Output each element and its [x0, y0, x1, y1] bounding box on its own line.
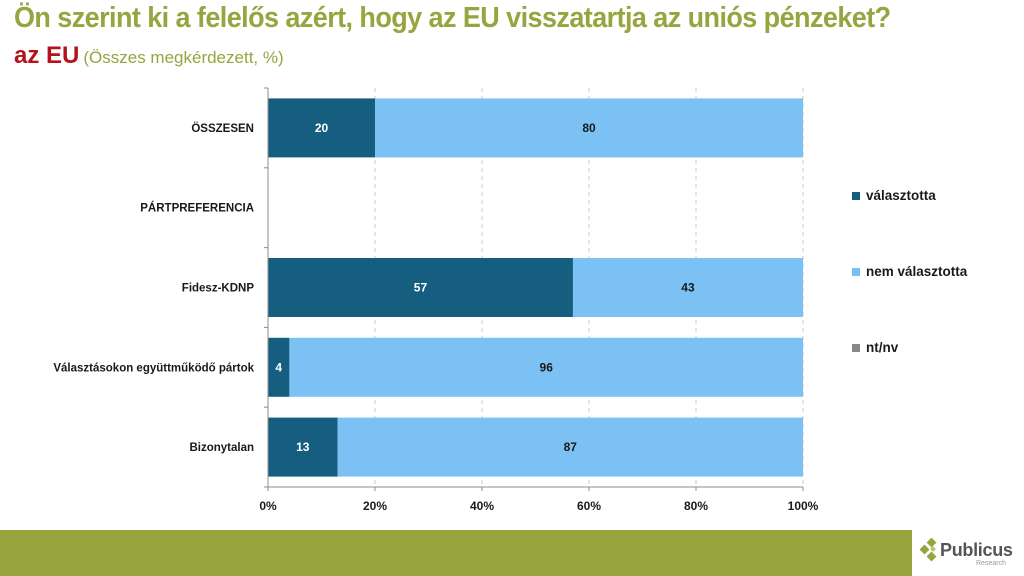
- bar-segment: [289, 337, 803, 397]
- legend-label: választotta: [866, 188, 936, 203]
- bar-segment: [268, 98, 375, 158]
- legend-swatch: [852, 191, 860, 200]
- subtitle-note: (Összes megkérdezett, %): [83, 48, 284, 67]
- x-tick-label: 60%: [577, 499, 601, 513]
- chart-subtitle: az EU (Összes megkérdezett, %): [14, 42, 284, 70]
- legend-swatch: [852, 267, 860, 276]
- bar-data-label: 20: [315, 121, 329, 135]
- x-tick-label: 80%: [684, 499, 708, 513]
- category-label: PÁRTPREFERENCIA: [140, 202, 254, 215]
- bar-data-label: 87: [564, 440, 578, 454]
- x-tick-label: 0%: [259, 499, 277, 513]
- legend-label: nt/nv: [866, 340, 899, 355]
- diamond-logo-icon: [919, 538, 937, 562]
- bar-data-label: 96: [540, 360, 554, 374]
- category-label: Választásokon együttműködő pártok: [53, 362, 254, 374]
- publicus-logo: Publicus Research: [918, 536, 1024, 576]
- legend-item-nem-valasztotta: nem választotta: [852, 264, 967, 279]
- bar-segment: [337, 417, 803, 477]
- legend-item-valasztotta: választotta: [852, 188, 936, 203]
- bar-data-label: 80: [582, 121, 596, 135]
- x-tick-label: 40%: [470, 499, 494, 513]
- bar-data-label: 43: [681, 281, 695, 295]
- legend-item-ntnv: nt/nv: [852, 340, 898, 355]
- subtitle-main: az EU: [14, 42, 80, 69]
- bar-segment: [572, 258, 803, 317]
- x-tick-label: 20%: [363, 499, 387, 513]
- bar-data-label: 57: [414, 281, 428, 295]
- bar-segment: [268, 258, 573, 317]
- category-label: ÖSSZESEN: [191, 122, 254, 135]
- category-label: Fidesz-KDNP: [182, 283, 255, 295]
- legend-label: nem választotta: [866, 264, 968, 279]
- footer-bar: [0, 530, 912, 576]
- legend-swatch: [852, 343, 860, 352]
- bar-segment: [375, 98, 803, 158]
- category-label: Bizonytalan: [189, 442, 254, 454]
- bar-segment: [268, 417, 338, 477]
- logo-text: Publicus: [940, 540, 1013, 560]
- chart-title: Ön szerint ki a felelős azért, hogy az E…: [14, 2, 891, 34]
- bar-data-label: 13: [296, 440, 310, 454]
- bar-segment: [268, 337, 290, 397]
- bar-data-label: 4: [275, 360, 282, 374]
- logo-subtext: Research: [976, 560, 1006, 567]
- x-tick-label: 100%: [788, 499, 819, 513]
